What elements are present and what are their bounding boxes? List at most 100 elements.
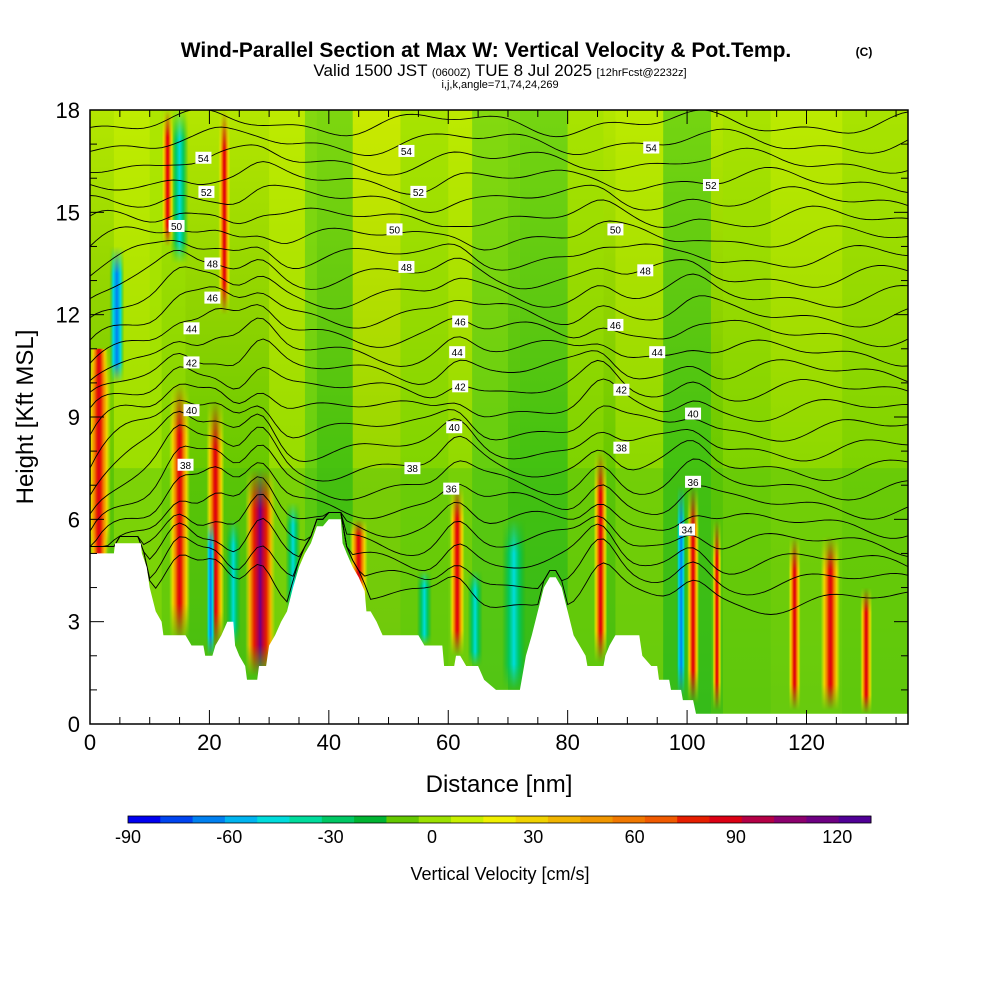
theta-label-box [443,482,460,495]
theta-label-text: 44 [652,348,664,359]
colorbar-tick-label: 120 [822,827,852,847]
theta-contour [90,110,908,138]
x-tick-label: 120 [788,730,825,755]
theta-label: 42 [183,356,200,369]
y-tick-label: 3 [68,610,80,635]
colorbar-tick-label: -30 [318,827,344,847]
theta-label-text: 54 [646,144,658,155]
velocity-column [416,570,432,646]
theta-label: 52 [198,185,215,199]
theta-label-box [204,291,221,304]
theta-label-text: 42 [455,382,467,393]
y-tick-label: 12 [56,303,80,328]
field-band [722,110,771,724]
velocity-column [788,536,801,711]
theta-contour [90,144,908,176]
theta-contour [90,359,908,409]
velocity-column [712,519,722,711]
theta-label: 54 [643,141,660,155]
theta-label: 36 [443,482,460,496]
theta-label-box [637,264,654,277]
theta-labels: 54 52 50 48 46 44 42 40 38 54 52 50 48 46 44 42 40 38 36 54… [168,141,719,537]
theta-label: 34 [679,523,696,537]
theta-contour [90,317,908,381]
theta-contour [90,399,908,469]
theta-label: 54 [398,144,415,158]
theta-label: 40 [446,421,463,434]
colorbar-swatch [451,816,484,823]
x-tick-label: 20 [197,730,221,755]
theta-contour [90,462,908,547]
colorbar-tick-label: 0 [427,827,437,847]
theta-label-text: 42 [616,386,628,397]
theta-label: 42 [452,380,469,393]
theta-label-box [452,380,469,393]
terrain-mask [90,519,908,724]
colorbar-tick-label: 30 [523,827,543,847]
theta-label-box [685,475,702,488]
theta-label: 40 [183,404,200,417]
theta-contour [90,512,908,575]
velocity-column [676,485,686,697]
theta-label: 44 [449,346,466,359]
velocity-column [218,110,231,315]
theta-label-text: 38 [616,444,628,455]
theta-contour [90,378,908,436]
x-axis-label: Distance [nm] [426,771,573,798]
colorbar-swatch [741,816,775,823]
chart-subtitle-indices: i,j,k,angle=71,74,24,269 [441,79,558,91]
theta-label-box [649,346,666,359]
colorbar-swatch [644,816,678,823]
y-tick-label: 9 [68,405,80,430]
chart-title-mark: (C) [856,45,873,59]
theta-label: 48 [637,264,654,277]
theta-label-text: 36 [687,478,699,489]
colorbar-swatch [838,816,872,823]
theta-contour [90,220,908,251]
velocity-column [109,246,125,383]
theta-contour [90,304,908,364]
plot-area: 54 52 50 48 46 44 42 40 38 54 52 50 48 46 44 42 40 38 36 54… [90,110,908,724]
theta-label-text: 34 [682,526,694,537]
theta-label-box [386,223,403,236]
theta-contour [90,444,908,532]
colorbar-frame [127,815,872,824]
colorbar-swatch [224,816,258,823]
theta-label-text: 48 [207,260,219,271]
subtitle-valid: Valid 1500 JST [313,61,427,80]
theta-label: 36 [685,475,702,489]
theta-label: 40 [685,407,702,421]
chart-subtitle: Valid 1500 JST (0600Z) TUE 8 Jul 2025 [1… [313,61,686,80]
velocity-column [161,110,174,247]
theta-label-box [183,356,200,369]
theta-label-text: 46 [455,317,467,328]
colorbar-swatch [677,816,710,823]
theta-label-text: 40 [186,406,198,417]
velocity-column [467,570,483,667]
theta-label: 48 [398,260,415,274]
colorbar-swatch [418,816,452,823]
theta-contours [90,110,908,615]
colorbar-swatch [547,816,581,823]
velocity-column [169,382,191,643]
theta-contour [90,493,908,558]
theta-label-text: 48 [640,266,652,277]
theta-label-text: 48 [401,263,413,274]
theta-contour [90,239,908,277]
colorbar: -90 -60 -30 0 30 60 90 120 [115,815,872,847]
velocity-column [687,485,700,704]
theta-label-box [198,185,215,198]
theta-label-box [449,346,466,359]
theta-label-box [613,383,630,396]
theta-label-text: 54 [198,154,210,165]
x-tick-label: 100 [669,730,706,755]
theta-label-text: 42 [186,358,198,369]
colorbar-label: Vertical Velocity [cm/s] [410,864,589,884]
theta-label: 50 [607,223,624,236]
theta-label-box [168,219,185,232]
colorbar-swatch [192,816,226,823]
theta-label: 50 [386,223,403,236]
colorbar-swatch [612,816,646,823]
theta-label-box [410,185,427,198]
